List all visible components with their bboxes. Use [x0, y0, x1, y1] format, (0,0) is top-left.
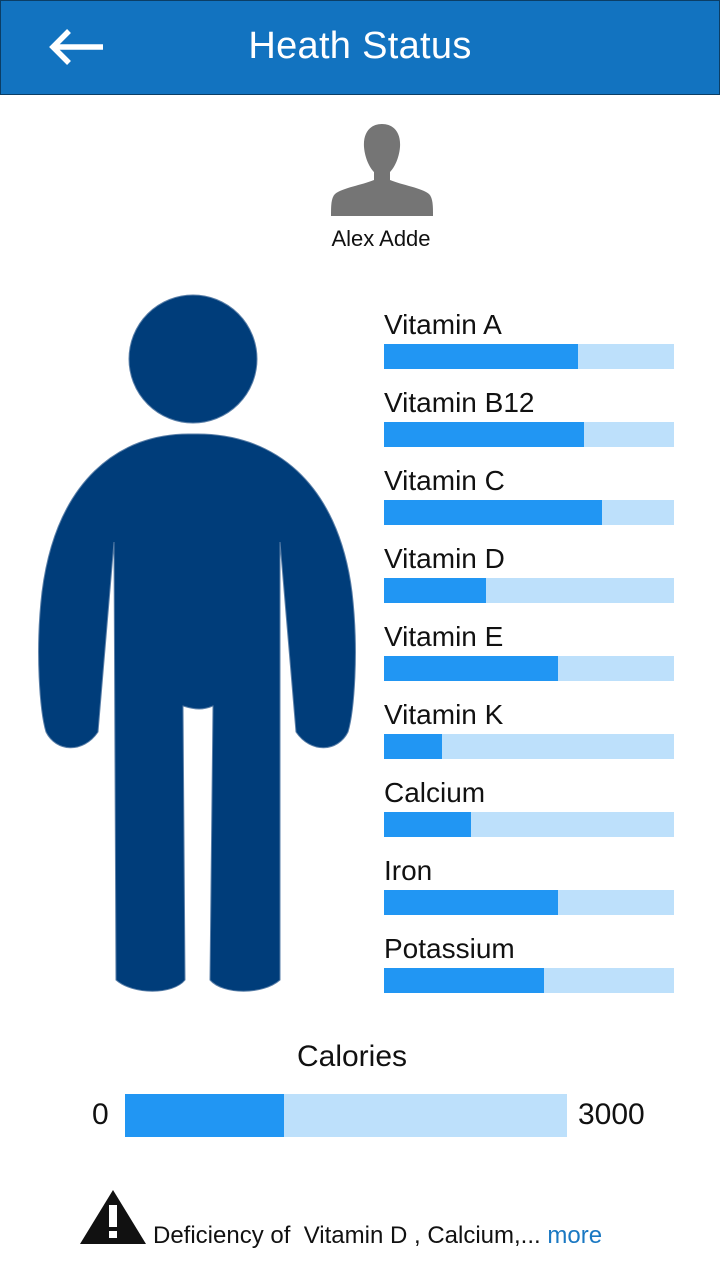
- nutrient-bar: [384, 812, 674, 837]
- nutrient-label: Vitamin C: [384, 465, 505, 496]
- warning-icon: [80, 1190, 146, 1244]
- calories-title: Calories: [296, 1040, 408, 1073]
- nutrient-list: Vitamin A Vitamin B12 Vitamin C Vitamin …: [384, 308, 674, 1010]
- nutrient-vitamin-k: Vitamin K: [384, 698, 674, 776]
- warning-message: Deficiency of Vitamin D , Calcium,...: [153, 1222, 548, 1249]
- calories-bar-fill: [125, 1094, 285, 1137]
- calories-bar: [125, 1094, 567, 1137]
- user-name: Alex Adde: [331, 226, 431, 251]
- nutrient-vitamin-b12: Vitamin B12: [384, 386, 674, 464]
- nutrient-label: Vitamin A: [384, 309, 502, 340]
- nutrient-label: Vitamin B12: [384, 387, 535, 418]
- nutrient-bar: [384, 734, 674, 759]
- nutrient-bar-fill: [384, 578, 486, 603]
- nutrient-label: Iron: [384, 855, 433, 886]
- nutrient-bar: [384, 578, 674, 603]
- nutrient-iron: Iron: [384, 854, 674, 932]
- nutrient-bar-fill: [384, 422, 585, 447]
- nutrient-bar: [384, 344, 674, 369]
- nutrient-vitamin-d: Vitamin D: [384, 542, 674, 620]
- nutrient-label: Vitamin K: [384, 699, 504, 730]
- calories-max-label: 3000: [578, 1098, 645, 1131]
- nutrient-potassium: Potassium: [384, 932, 674, 1010]
- arrow-left-icon: [49, 29, 103, 65]
- nutrient-label: Vitamin E: [384, 621, 504, 652]
- person-icon: [331, 124, 433, 216]
- nutrient-bar: [384, 890, 674, 915]
- nutrient-bar-fill: [384, 500, 602, 525]
- nutrient-label: Potassium: [384, 933, 515, 964]
- nutrient-vitamin-a: Vitamin A: [384, 308, 674, 386]
- deficiency-warning: Deficiency of Vitamin D , Calcium,... mo…: [153, 1222, 602, 1250]
- nutrient-bar: [384, 968, 674, 993]
- nutrient-bar: [384, 500, 674, 525]
- nutrient-vitamin-c: Vitamin C: [384, 464, 674, 542]
- nutrient-bar-fill: [384, 812, 471, 837]
- app-header: Heath Status: [0, 0, 720, 95]
- calories-min-label: 0: [92, 1098, 109, 1131]
- nutrient-bar-fill: [384, 344, 579, 369]
- nutrient-vitamin-e: Vitamin E: [384, 620, 674, 698]
- nutrient-bar-fill: [384, 890, 558, 915]
- nutrient-bar-fill: [384, 968, 544, 993]
- nutrient-bar: [384, 422, 674, 447]
- nutrient-label: Calcium: [384, 777, 486, 808]
- nutrient-bar-fill: [384, 656, 558, 681]
- body-silhouette: [38, 294, 356, 992]
- nutrient-bar: [384, 656, 674, 681]
- page-title: Heath Status: [248, 25, 472, 67]
- back-button[interactable]: [41, 21, 111, 73]
- nutrient-calcium: Calcium: [384, 776, 674, 854]
- more-link[interactable]: more: [547, 1222, 603, 1249]
- nutrient-label: Vitamin D: [384, 543, 505, 574]
- nutrient-bar-fill: [384, 734, 442, 759]
